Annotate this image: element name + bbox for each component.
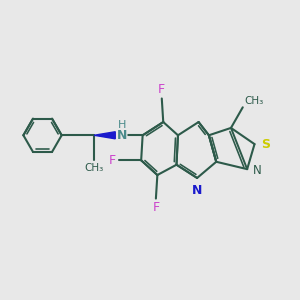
Text: N: N [117,129,127,142]
Text: F: F [108,154,116,167]
Text: F: F [152,201,160,214]
Text: CH₃: CH₃ [84,163,104,173]
Polygon shape [94,132,115,139]
Text: H: H [118,120,126,130]
Text: CH₃: CH₃ [244,96,263,106]
Text: S: S [261,138,270,151]
Text: F: F [158,83,165,96]
Text: N: N [192,184,202,197]
Text: N: N [253,164,261,177]
